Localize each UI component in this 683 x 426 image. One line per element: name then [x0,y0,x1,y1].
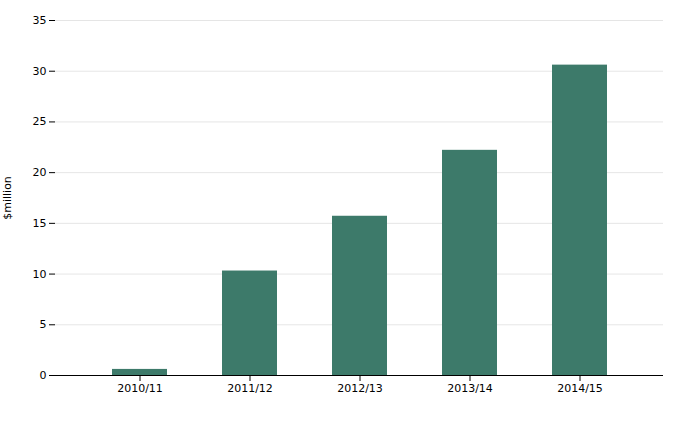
svg-text:2012/13: 2012/13 [337,382,383,395]
svg-text:20: 20 [33,166,47,179]
svg-text:5: 5 [40,318,47,331]
svg-text:35: 35 [33,14,47,27]
svg-text:2013/14: 2013/14 [447,382,493,395]
svg-text:30: 30 [33,65,47,78]
svg-text:25: 25 [33,115,47,128]
svg-text:2010/11: 2010/11 [117,382,163,395]
svg-text:2011/12: 2011/12 [227,382,273,395]
svg-text:$million: $million [1,176,14,220]
svg-text:0: 0 [40,369,47,382]
svg-text:2014/15: 2014/15 [557,382,603,395]
svg-text:10: 10 [33,268,47,281]
svg-text:15: 15 [33,217,47,230]
